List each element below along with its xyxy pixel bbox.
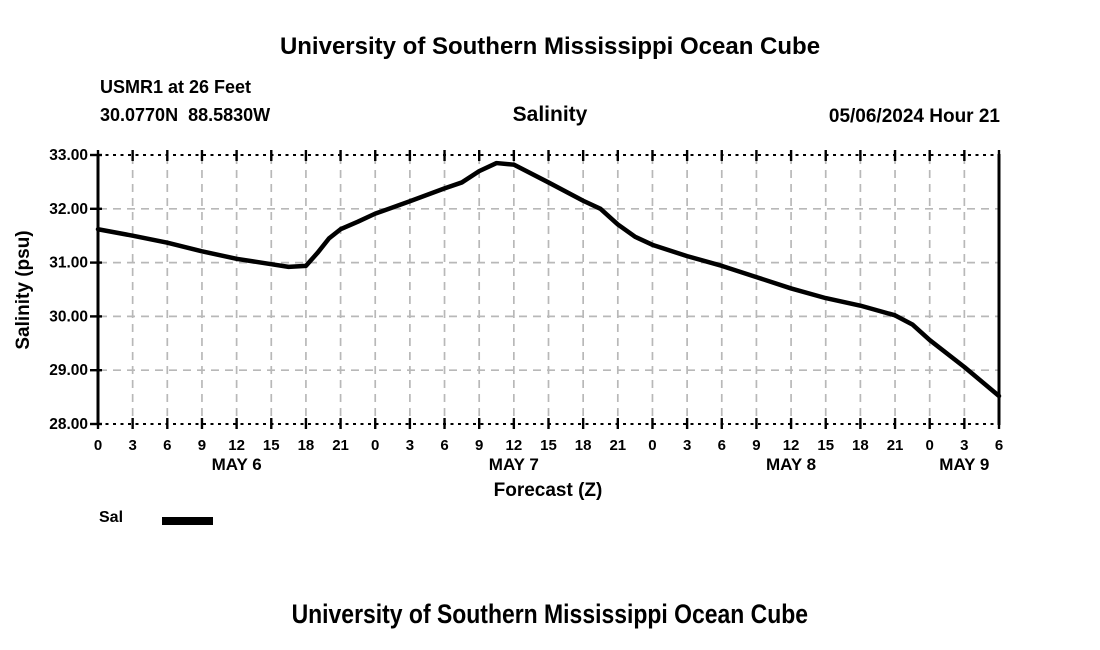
day-label: MAY 7: [489, 455, 539, 474]
x-tick-label: 3: [960, 437, 968, 454]
coordinates-label: 30.0770N 88.5830W: [100, 105, 271, 125]
x-tick-label: 9: [752, 437, 760, 454]
y-tick-label: 28.00: [49, 416, 88, 433]
salinity-line: [95, 160, 1002, 399]
x-tick-label: 18: [298, 437, 315, 454]
x-tick-label: 15: [817, 437, 834, 454]
x-tick-label: 15: [540, 437, 557, 454]
station-label: USMR1 at 26 Feet: [100, 77, 252, 97]
x-tick-label: 15: [263, 437, 280, 454]
x-tick-label: 6: [163, 437, 171, 454]
x-tick-label: 21: [609, 437, 626, 454]
x-tick-label: 9: [198, 437, 206, 454]
x-tick-label: 21: [332, 437, 349, 454]
x-tick-label: 18: [852, 437, 869, 454]
x-tick-label: 3: [128, 437, 136, 454]
run-time-label: 05/06/2024 Hour 21: [828, 106, 1000, 127]
x-tick-label: 3: [683, 437, 691, 454]
y-tick-label: 31.00: [49, 255, 88, 272]
x-tick-label: 0: [94, 437, 102, 454]
x-tick-label: 6: [440, 437, 448, 454]
x-tick-label: 0: [371, 437, 379, 454]
chart-title: Salinity: [512, 103, 588, 126]
legend-label: Sal: [99, 509, 124, 526]
x-tick-label: 0: [648, 437, 656, 454]
x-tick-label: 12: [506, 437, 523, 454]
day-label: MAY 6: [212, 455, 262, 474]
y-tick-label: 33.00: [49, 147, 88, 164]
x-tick-label: 0: [926, 437, 934, 454]
day-label: MAY 8: [766, 455, 816, 474]
x-axis-title: Forecast (Z): [493, 480, 603, 501]
day-label: MAY 9: [939, 455, 989, 474]
footer-title-text: University of Southern Mississippi Ocean…: [291, 599, 809, 629]
footer-title: University of Southern Mississippi Ocean…: [0, 599, 1100, 630]
y-tick-label: 30.00: [49, 308, 88, 325]
x-tick-label: 18: [575, 437, 592, 454]
y-tick-label: 32.00: [49, 201, 88, 218]
x-tick-label: 9: [475, 437, 483, 454]
x-tick-label: 12: [228, 437, 245, 454]
y-axis-title: Salinity (psu): [13, 230, 34, 350]
legend-line-swatch: [162, 517, 213, 525]
x-tick-label: 3: [406, 437, 414, 454]
x-tick-label: 21: [887, 437, 904, 454]
x-tick-label: 6: [995, 437, 1003, 454]
x-tick-label: 6: [718, 437, 726, 454]
y-tick-label: 29.00: [49, 362, 88, 379]
x-tick-label: 12: [783, 437, 800, 454]
page-title: University of Southern Mississippi Ocean…: [279, 33, 821, 60]
